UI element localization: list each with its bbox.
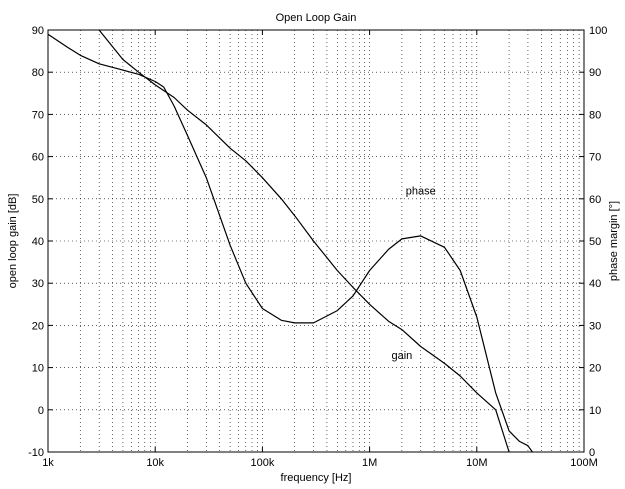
y-tick-label: 0 — [38, 405, 44, 417]
ticks: 1k 10k 100k 1M 10M 100M -10 0 10 20 30 40 50 60 70 80 90… — [28, 25, 607, 469]
y-tick-label: 60 — [32, 152, 44, 164]
y-tick-label: 70 — [32, 109, 44, 121]
x-tick-label: 1k — [42, 457, 54, 469]
y2-tick-label: 30 — [589, 320, 601, 332]
series-line-phase — [98, 29, 510, 453]
grid — [48, 30, 584, 452]
x-axis-label: frequency [Hz] — [281, 472, 352, 484]
y-tick-label: 30 — [32, 278, 44, 290]
y2-tick-label: 100 — [589, 25, 607, 37]
y-tick-label: 90 — [32, 25, 44, 37]
y2-tick-label: 70 — [589, 152, 601, 164]
y2-tick-label: 60 — [589, 194, 601, 206]
y-tick-label: 50 — [32, 194, 44, 206]
x-tick-label: 10M — [466, 457, 487, 469]
y-tick-label: 10 — [32, 363, 44, 375]
x-tick-label: 100k — [250, 457, 274, 469]
series-line-gain — [47, 33, 533, 453]
annotations: phase gain — [391, 186, 435, 363]
y-axis-label: open loop gain [dB] — [7, 194, 19, 289]
x-tick-label: 10k — [146, 457, 164, 469]
annotation-phase: phase — [406, 186, 436, 198]
y2-tick-label: 80 — [589, 109, 601, 121]
y-tick-label: 40 — [32, 236, 44, 248]
chart-title: Open Loop Gain — [276, 12, 357, 24]
y2-tick-label: 0 — [589, 447, 595, 459]
y-tick-label: 20 — [32, 320, 44, 332]
y-tick-label: -10 — [28, 447, 44, 459]
y2-tick-label: 40 — [589, 278, 601, 290]
y2-axis-label: phase margin [°] — [608, 201, 620, 281]
y2-tick-label: 90 — [589, 67, 601, 79]
y2-tick-label: 50 — [589, 236, 601, 248]
series — [47, 29, 533, 453]
annotation-gain: gain — [391, 350, 412, 362]
y-tick-label: 80 — [32, 67, 44, 79]
x-tick-label: 100M — [570, 457, 598, 469]
x-tick-label: 1M — [362, 457, 377, 469]
y2-tick-label: 10 — [589, 405, 601, 417]
y2-tick-label: 20 — [589, 363, 601, 375]
